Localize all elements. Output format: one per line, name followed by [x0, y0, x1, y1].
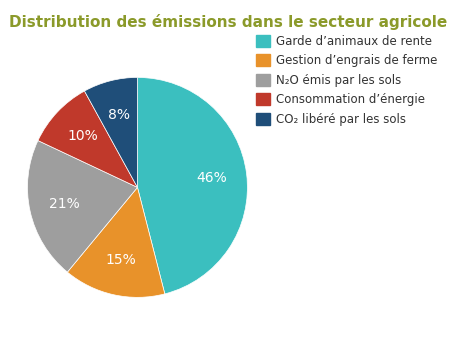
Wedge shape [38, 91, 137, 187]
Text: 15%: 15% [106, 253, 137, 267]
Legend: Garde d’animaux de rente, Gestion d’engrais de ferme, N₂O émis par les sols, Con: Garde d’animaux de rente, Gestion d’engr… [256, 35, 438, 126]
Wedge shape [67, 187, 165, 297]
Text: 46%: 46% [196, 171, 227, 185]
Text: Distribution des émissions dans le secteur agricole: Distribution des émissions dans le secte… [9, 14, 448, 30]
Text: 8%: 8% [108, 108, 130, 122]
Text: 10%: 10% [68, 129, 98, 143]
Wedge shape [137, 77, 247, 294]
Wedge shape [84, 77, 137, 187]
Wedge shape [27, 141, 137, 272]
Text: 21%: 21% [49, 197, 80, 211]
